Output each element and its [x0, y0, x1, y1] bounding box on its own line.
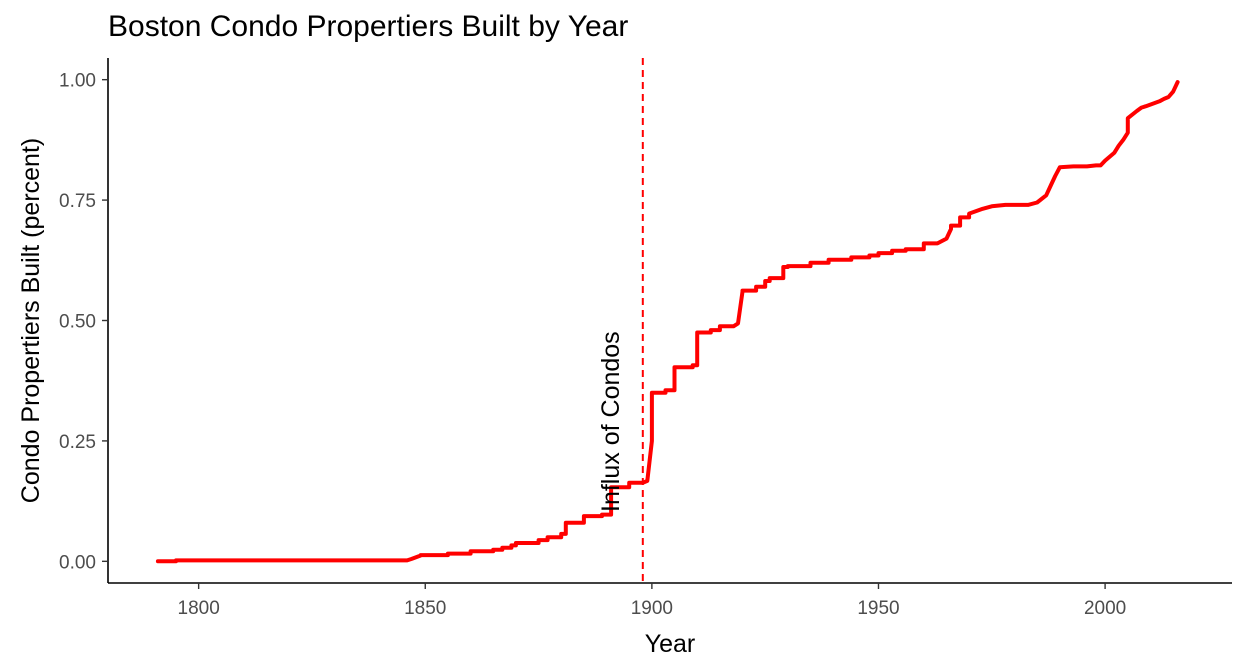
chart-title: Boston Condo Propertiers Built by Year	[108, 10, 629, 43]
y-tick-label: 0.50	[59, 312, 96, 333]
y-tick-label: 1.00	[59, 71, 96, 92]
y-tick-label: 0.00	[59, 552, 96, 573]
y-tick-label: 0.75	[59, 191, 96, 212]
x-tick-label: 1800	[178, 598, 220, 619]
x-tick-label: 2000	[1084, 598, 1126, 619]
x-tick-label: 1950	[857, 598, 899, 619]
annotation-label: Influx of Condos	[597, 331, 625, 512]
y-tick-label: 0.25	[59, 432, 96, 453]
x-tick-label: 1900	[631, 598, 673, 619]
y-axis-title: Condo Propertiers Built (percent)	[17, 138, 45, 503]
x-tick-label: 1850	[404, 598, 446, 619]
series-line	[155, 80, 1180, 564]
x-axis-title: Year	[645, 630, 696, 658]
